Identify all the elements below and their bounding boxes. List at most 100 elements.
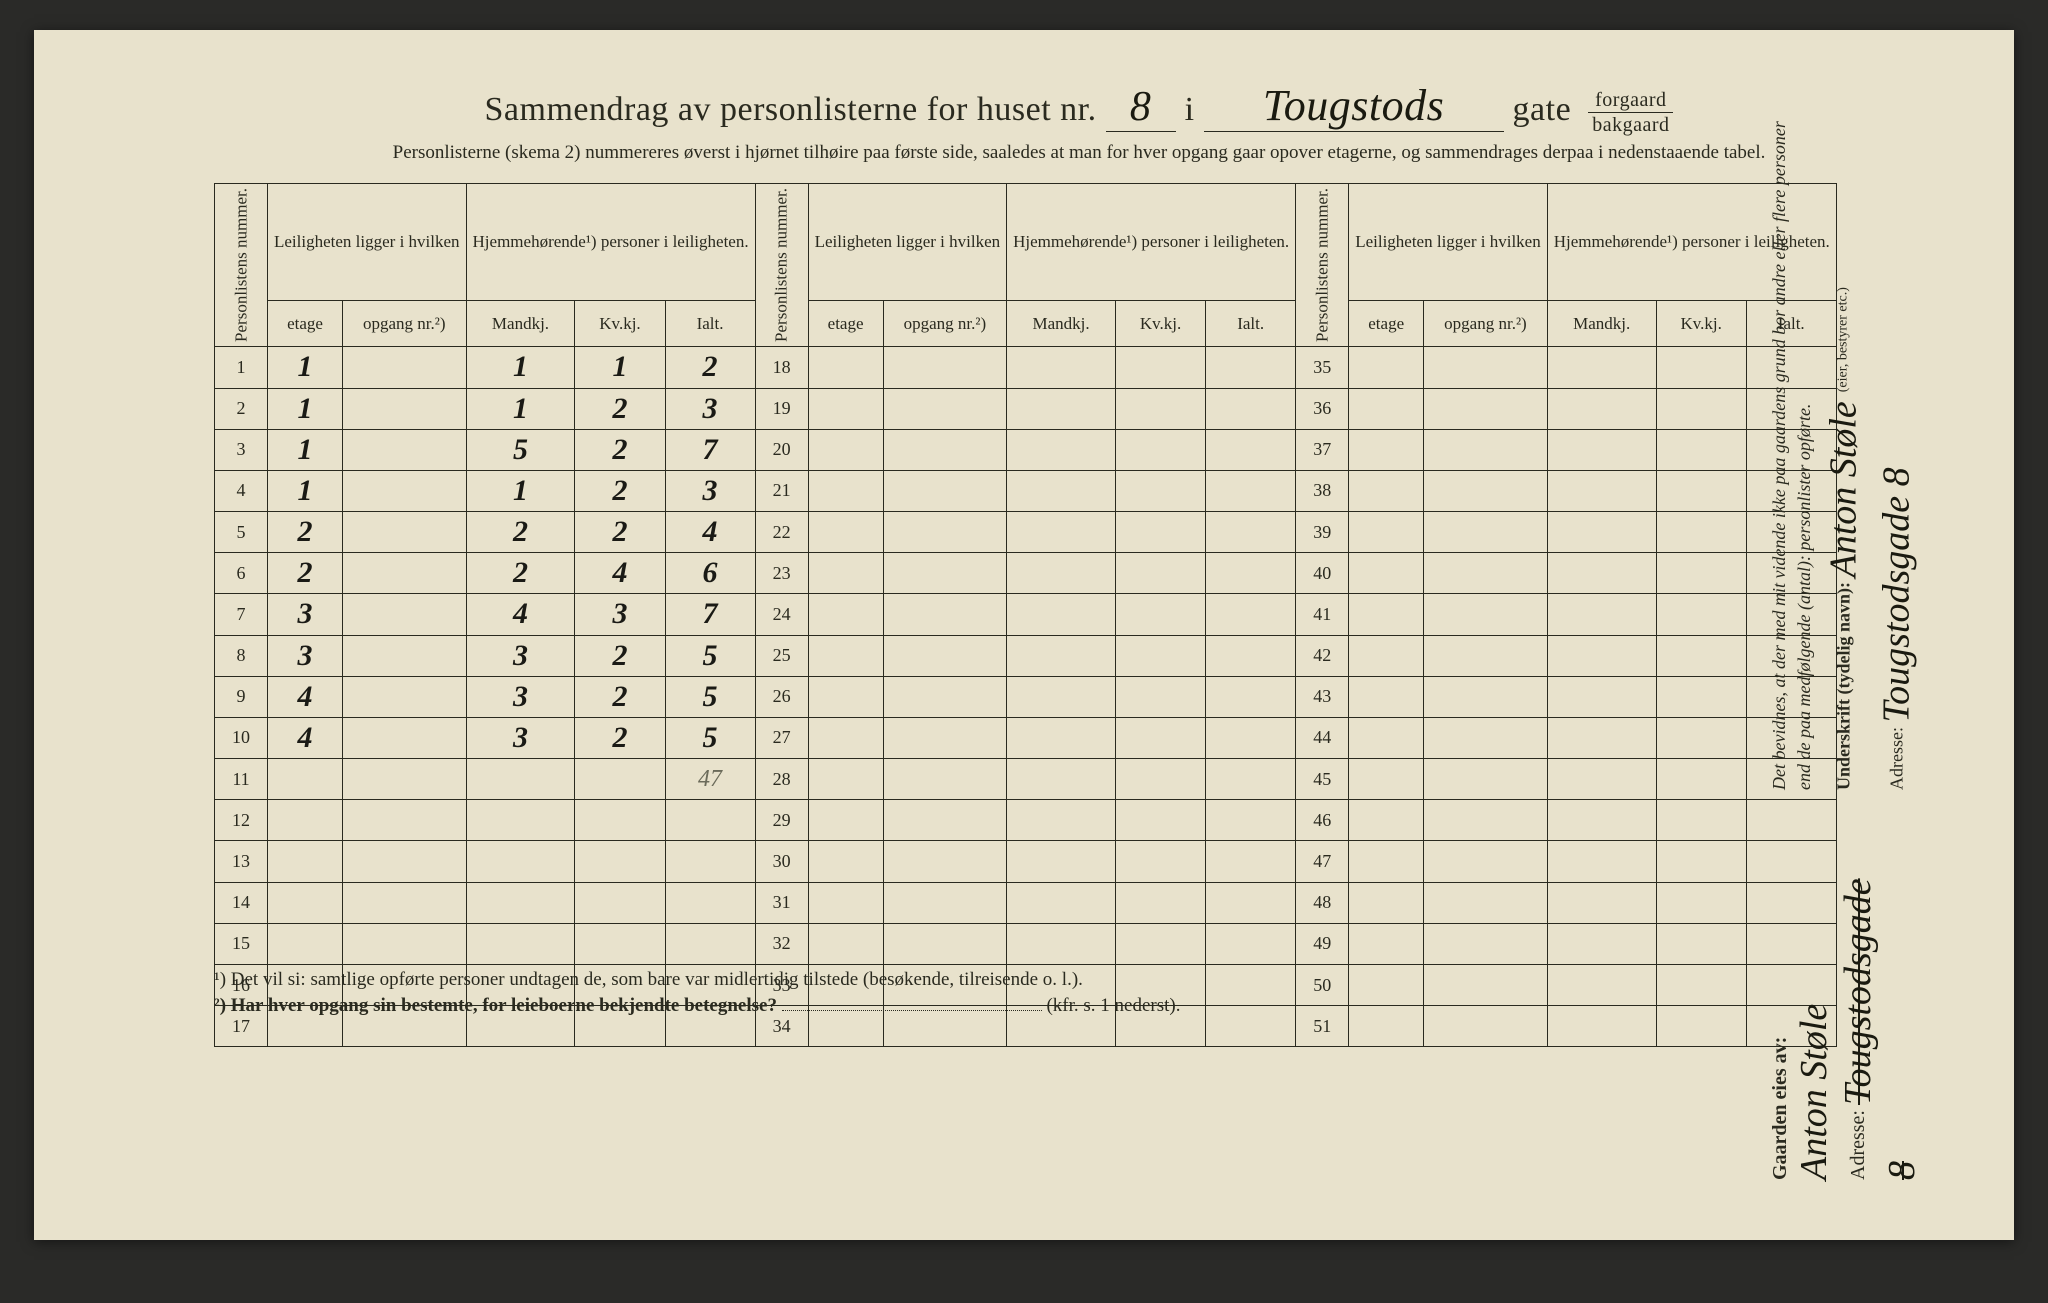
handwritten-value: 5 [513, 433, 528, 466]
handwritten-value: 1 [297, 392, 312, 425]
cell-t [1206, 388, 1296, 429]
cell-k: 2 [575, 676, 665, 717]
row-number: 36 [1296, 388, 1349, 429]
cell-m [1547, 347, 1656, 388]
cell-t [1206, 512, 1296, 553]
cell-k [1656, 759, 1746, 800]
cell-opgang [1424, 800, 1548, 841]
table-row: 1043252744 [215, 717, 1837, 758]
cell-m [1007, 841, 1116, 882]
row-number: 25 [755, 635, 808, 676]
row-number: 19 [755, 388, 808, 429]
cell-etage [808, 841, 883, 882]
cell-k [1656, 964, 1746, 1005]
cell-m [1007, 676, 1116, 717]
row-number: 46 [1296, 800, 1349, 841]
row-number: 5 [215, 512, 268, 553]
cell-m [1547, 429, 1656, 470]
handwritten-value: 1 [513, 350, 528, 383]
cell-m [1547, 1006, 1656, 1047]
row-number: 3 [215, 429, 268, 470]
form-subtext: Personlisterne (skema 2) nummereres øver… [214, 141, 1944, 166]
cell-opgang [342, 429, 466, 470]
owner-adresse-label: Adresse: [1847, 1110, 1869, 1180]
cell-k [1656, 388, 1746, 429]
cell-m [1547, 388, 1656, 429]
table-row: 411232138 [215, 470, 1837, 511]
cell-opgang [883, 388, 1007, 429]
handwritten-value: 3 [703, 392, 718, 425]
cell-m [466, 800, 575, 841]
col-opgang: opgang nr.²) [342, 301, 466, 347]
cell-opgang [1424, 512, 1548, 553]
row-number: 45 [1296, 759, 1349, 800]
cell-etage [1349, 512, 1424, 553]
handwritten-value: 6 [703, 556, 718, 589]
cell-t [1206, 800, 1296, 841]
col-hjemme-group: Hjemmehørende¹) personer i leiligheten. [1007, 184, 1296, 301]
cell-t [665, 841, 755, 882]
bakgaard-label: bakgaard [1588, 113, 1673, 135]
cell-opgang [883, 676, 1007, 717]
cell-etage [808, 923, 883, 964]
cell-m [466, 841, 575, 882]
handwritten-value: 4 [297, 721, 312, 754]
census-table-wrap: Personlistens nummer.Leiligheten ligger … [214, 183, 1944, 959]
handwritten-value: 1 [297, 350, 312, 383]
cell-k [575, 759, 665, 800]
cell-opgang [883, 594, 1007, 635]
cell-t: 2 [665, 347, 755, 388]
row-number: 29 [755, 800, 808, 841]
cell-etage [1349, 759, 1424, 800]
cell-m: 1 [466, 388, 575, 429]
cell-etage [808, 347, 883, 388]
cell-k [1656, 841, 1746, 882]
handwritten-value: 4 [703, 515, 718, 548]
cell-etage [1349, 964, 1424, 1005]
cell-opgang [883, 635, 1007, 676]
handwritten-value: 4 [612, 556, 627, 589]
cell-etage [1349, 635, 1424, 676]
row-number: 8 [215, 635, 268, 676]
table-row: 943252643 [215, 676, 1837, 717]
cell-etage [1349, 594, 1424, 635]
row-number: 12 [215, 800, 268, 841]
cell-m [466, 923, 575, 964]
cell-t: 3 [665, 470, 755, 511]
cell-t: 7 [665, 594, 755, 635]
cell-opgang [342, 800, 466, 841]
cell-k [1656, 923, 1746, 964]
cell-t [1206, 347, 1296, 388]
handwritten-value: 2 [612, 639, 627, 672]
cell-m: 1 [466, 470, 575, 511]
cell-etage [808, 676, 883, 717]
col-personlistens: Personlistens nummer. [215, 184, 268, 347]
row-number: 14 [215, 882, 268, 923]
cell-k: 2 [575, 470, 665, 511]
cell-m: 5 [466, 429, 575, 470]
cell-m [1547, 635, 1656, 676]
col-kvkj: Kv.kj. [1656, 301, 1746, 347]
cell-t [1206, 594, 1296, 635]
table-row: 143148 [215, 882, 1837, 923]
declaration-adresse-label: Adresse: [1887, 727, 1907, 790]
cell-etage [1349, 553, 1424, 594]
cell-opgang [342, 882, 466, 923]
cell-k [1116, 717, 1206, 758]
cell-t [665, 800, 755, 841]
cell-k [1656, 800, 1746, 841]
cell-m [1007, 717, 1116, 758]
cell-t [1206, 717, 1296, 758]
cell-etage [808, 882, 883, 923]
cell-opgang [1424, 717, 1548, 758]
cell-opgang [342, 923, 466, 964]
handwritten-value: 3 [513, 680, 528, 713]
cell-k [1656, 676, 1746, 717]
cell-t [1206, 553, 1296, 594]
cell-t [1206, 964, 1296, 1005]
col-etage: etage [808, 301, 883, 347]
cell-t [1206, 759, 1296, 800]
handwritten-value: 5 [703, 721, 718, 754]
cell-etage [268, 759, 343, 800]
cell-etage: 4 [268, 676, 343, 717]
